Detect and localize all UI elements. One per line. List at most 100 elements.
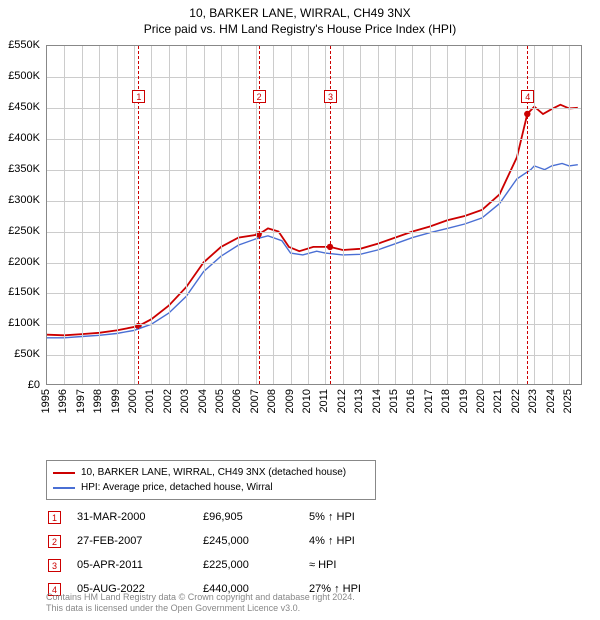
chart-svg (47, 46, 583, 386)
gridline-v (343, 46, 344, 384)
gridline-h (47, 77, 581, 78)
x-tick-label: 1998 (92, 389, 104, 413)
footer: Contains HM Land Registry data © Crown c… (46, 592, 355, 615)
y-tick-label: £550K (0, 39, 40, 51)
x-tick-label: 2022 (510, 389, 522, 413)
gridline-h (47, 139, 581, 140)
event-row: 2 27-FEB-2007£245,0004% ↑ HPI (48, 530, 375, 552)
x-tick-label: 2025 (562, 389, 574, 413)
gridline-v (482, 46, 483, 384)
event-row: 305-APR-2011£225,000≈ HPI (48, 554, 375, 576)
event-number-box: 2 (48, 535, 61, 548)
x-tick-label: 2013 (353, 389, 365, 413)
x-tick-label: 2012 (336, 389, 348, 413)
x-tick-label: 2019 (458, 389, 470, 413)
gridline-v (64, 46, 65, 384)
gridline-h (47, 170, 581, 171)
x-tick-label: 1997 (75, 389, 87, 413)
gridline-v (412, 46, 413, 384)
gridline-v (517, 46, 518, 384)
footer-line-2: This data is licensed under the Open Gov… (46, 603, 355, 614)
y-tick-label: £250K (0, 225, 40, 237)
sale-marker-box: 2 (253, 90, 266, 103)
event-price: £245,000 (203, 530, 307, 552)
x-tick-label: 1999 (110, 389, 122, 413)
event-date: 27-FEB-2007 (77, 530, 201, 552)
gridline-h (47, 263, 581, 264)
plot-area: 1 2 3 4 (46, 45, 582, 385)
y-tick-label: £350K (0, 163, 40, 175)
gridline-v (308, 46, 309, 384)
x-tick-label: 2008 (266, 389, 278, 413)
y-tick-label: £0 (0, 379, 40, 391)
x-tick-label: 2005 (214, 389, 226, 413)
y-tick-label: £150K (0, 286, 40, 298)
gridline-v (360, 46, 361, 384)
gridline-h (47, 201, 581, 202)
gridline-h (47, 324, 581, 325)
y-tick-label: £200K (0, 256, 40, 268)
x-tick-label: 2007 (249, 389, 261, 413)
x-tick-label: 2017 (423, 389, 435, 413)
legend: 10, BARKER LANE, WIRRAL, CH49 3NX (detac… (46, 460, 376, 500)
chart: 1234 £0£50K£100K£150K£200K£250K£300K£350… (46, 45, 582, 415)
legend-label-hpi: HPI: Average price, detached house, Wirr… (81, 480, 273, 495)
gridline-v (430, 46, 431, 384)
event-delta: 4% ↑ HPI (309, 530, 375, 552)
y-tick-label: £300K (0, 194, 40, 206)
title-line-2: Price paid vs. HM Land Registry's House … (0, 22, 600, 38)
x-tick-label: 2021 (492, 389, 504, 413)
legend-item-hpi: HPI: Average price, detached house, Wirr… (53, 480, 369, 495)
gridline-h (47, 355, 581, 356)
gridline-v (291, 46, 292, 384)
gridline-v (221, 46, 222, 384)
legend-swatch-property (53, 472, 75, 474)
y-tick-label: £100K (0, 317, 40, 329)
sale-marker-box: 1 (132, 90, 145, 103)
gridline-v (169, 46, 170, 384)
title-line-1: 10, BARKER LANE, WIRRAL, CH49 3NX (0, 6, 600, 22)
x-tick-label: 2015 (388, 389, 400, 413)
gridline-h (47, 232, 581, 233)
y-tick-label: £500K (0, 70, 40, 82)
x-tick-label: 2004 (197, 389, 209, 413)
gridline-v (534, 46, 535, 384)
gridline-v (99, 46, 100, 384)
gridline-v (447, 46, 448, 384)
gridline-v (465, 46, 466, 384)
gridline-v (117, 46, 118, 384)
x-tick-label: 2014 (371, 389, 383, 413)
x-tick-label: 2024 (545, 389, 557, 413)
gridline-v (395, 46, 396, 384)
sale-marker-box: 4 (521, 90, 534, 103)
legend-label-property: 10, BARKER LANE, WIRRAL, CH49 3NX (detac… (81, 465, 346, 480)
x-tick-label: 2010 (301, 389, 313, 413)
gridline-v (273, 46, 274, 384)
y-tick-label: £50K (0, 348, 40, 360)
x-tick-label: 2018 (440, 389, 452, 413)
event-date: 05-APR-2011 (77, 554, 201, 576)
gridline-h (47, 108, 581, 109)
gridline-v (204, 46, 205, 384)
x-tick-label: 2020 (475, 389, 487, 413)
event-number-box: 1 (48, 511, 61, 524)
x-tick-label: 2001 (144, 389, 156, 413)
event-date: 31-MAR-2000 (77, 506, 201, 528)
event-price: £225,000 (203, 554, 307, 576)
x-tick-label: 2016 (405, 389, 417, 413)
gridline-v (186, 46, 187, 384)
gridline-v (378, 46, 379, 384)
gridline-v (499, 46, 500, 384)
event-number-box: 3 (48, 559, 61, 572)
sale-marker-box: 3 (324, 90, 337, 103)
legend-swatch-hpi (53, 487, 75, 489)
gridline-h (47, 293, 581, 294)
footer-line-1: Contains HM Land Registry data © Crown c… (46, 592, 355, 603)
y-tick-label: £400K (0, 132, 40, 144)
x-tick-label: 1996 (57, 389, 69, 413)
series-hpi (47, 164, 578, 338)
event-price: £96,905 (203, 506, 307, 528)
x-tick-label: 2009 (284, 389, 296, 413)
x-tick-label: 2003 (179, 389, 191, 413)
chart-title: 10, BARKER LANE, WIRRAL, CH49 3NX Price … (0, 0, 600, 37)
